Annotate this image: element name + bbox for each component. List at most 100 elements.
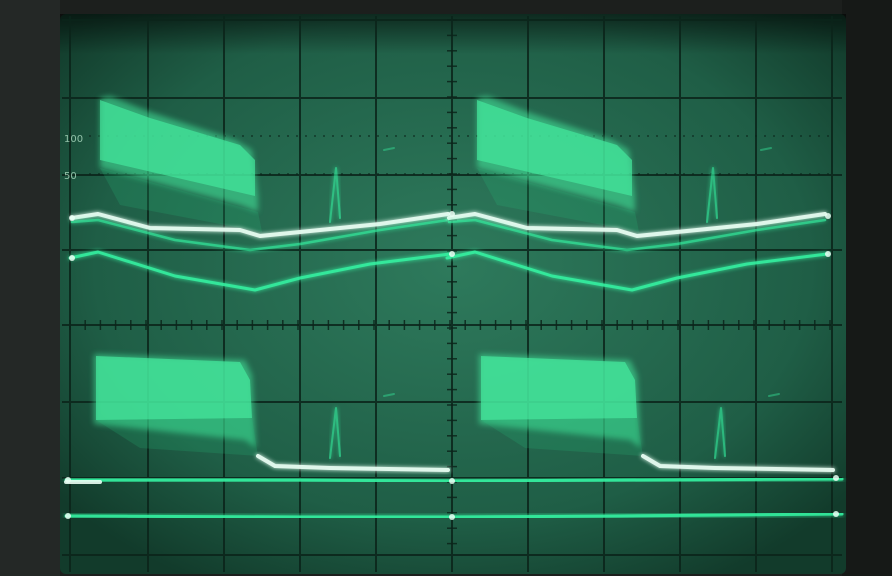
rise-time-dot [782,173,784,175]
rise-time-dot [98,173,100,175]
top-main-trace [447,212,827,238]
top-small-mark [760,147,772,151]
top-secondary-trace [447,218,827,252]
rise-time-dot [800,173,802,175]
rise-time-dot [260,173,262,175]
top-main-trace [70,212,450,238]
rise-time-dot [809,173,811,175]
rise-time-dot [755,135,757,137]
rise-time-dot [260,135,262,137]
sweep-end-dot [833,475,839,481]
rise-time-dot [341,135,343,137]
rise-time-dot [746,173,748,175]
rise-time-dot [287,135,289,137]
rise-time-dot [467,135,469,137]
rise-time-dot [611,135,613,137]
sweep-end-dot [69,215,75,221]
rise-time-dot [278,135,280,137]
rise-time-dot [791,173,793,175]
bottom-spike [329,407,341,459]
rise-time-dot [629,135,631,137]
rise-time-dot [746,135,748,137]
rise-time-dot [368,173,370,175]
rise-time-dot [341,173,343,175]
rise-time-dot [422,173,424,175]
rise-time-dot [98,135,100,137]
rise-time-dot [368,135,370,137]
rise-time-dot [719,173,721,175]
rise-time-dot [773,173,775,175]
rise-time-dot [359,173,361,175]
rise-time-dot [656,135,658,137]
rise-time-dot [458,135,460,137]
graticule-label-100: 100 [64,134,83,145]
rise-time-dot [647,173,649,175]
rise-time-dot [305,135,307,137]
rise-time-dot [764,173,766,175]
rise-time-dot [782,135,784,137]
graticule-ticks [69,19,831,545]
rise-time-dot [494,173,496,175]
sweep-end-dot [449,211,455,217]
rise-time-dot [827,173,829,175]
rise-time-dot [116,173,118,175]
rise-time-dot [692,135,694,137]
rise-time-dot [431,135,433,137]
top-ramp-trace [445,250,829,292]
rise-time-dot [233,135,235,137]
rise-time-dot [476,173,478,175]
rise-time-dot [674,135,676,137]
rise-time-dot [818,135,820,137]
rise-time-dot [377,135,379,137]
rise-time-dot [350,135,352,137]
top-small-mark [383,147,395,151]
sweep-end-dot [825,251,831,257]
rise-time-dot [620,135,622,137]
rise-time-dot [359,135,361,137]
rise-time-dot [791,135,793,137]
rise-time-dot [737,135,739,137]
sweep-end-dot [65,477,71,483]
bottom-spike [714,407,726,459]
sweep-end-dot [825,213,831,219]
bottom-haze [96,418,258,456]
top-haze [100,168,262,232]
rise-time-dot [395,173,397,175]
rise-time-dot [773,135,775,137]
rise-time-dot [89,173,91,175]
top-spike [329,167,341,223]
rise-time-dot [323,135,325,137]
bottom-main-trace [641,454,835,472]
rise-time-dot [818,173,820,175]
rise-time-dot [665,135,667,137]
sweep-end-dot [833,511,839,517]
rise-time-dot [107,173,109,175]
bezel-right-edge [842,0,892,576]
rise-time-dot [485,173,487,175]
waveform-traces [64,96,844,520]
bottom-envelope-core [96,356,252,420]
rise-time-dot [656,173,658,175]
rise-time-dot [683,173,685,175]
sweep-end-dot [65,513,71,519]
top-haze [477,168,639,232]
rise-time-dot [737,173,739,175]
rise-time-dot [683,135,685,137]
bottom-haze [481,418,643,456]
rise-time-dot [665,173,667,175]
rise-time-dot [350,173,352,175]
rise-time-dot [296,173,298,175]
rise-time-dot [422,135,424,137]
rise-time-dot [296,135,298,137]
rise-time-dot [701,135,703,137]
rise-time-dot [701,173,703,175]
rise-time-dot [467,173,469,175]
bottom-small-mark [768,393,780,397]
rise-time-dot [809,135,811,137]
rise-time-dot [449,173,451,175]
rise-time-dot [305,173,307,175]
top-spike [706,167,718,223]
rise-time-dot [278,173,280,175]
rise-time-dot [242,135,244,137]
